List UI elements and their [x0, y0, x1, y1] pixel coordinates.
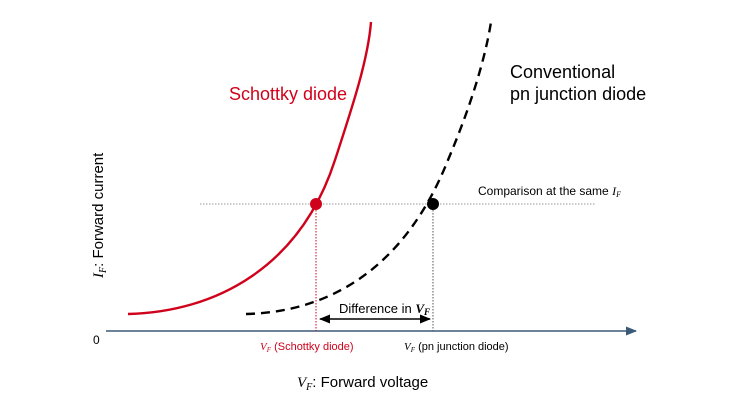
pn-junction-curve [245, 21, 493, 316]
difference-label: Difference in VF [339, 301, 430, 317]
x-axis-label: VF: Forward voltage [297, 374, 428, 393]
schottky-point [310, 198, 322, 210]
schottky-series-label: Schottky diode [229, 84, 347, 104]
schottky-curve [127, 21, 373, 316]
tick-label-pn: VF (pn junction diode) [404, 341, 509, 354]
pn-point [427, 198, 439, 210]
pn-series-label-line1: Conventional [510, 62, 615, 82]
origin-label: 0 [93, 333, 100, 347]
tick-label-schottky: VF (Schottky diode) [260, 341, 354, 354]
comparison-label: Comparison at the same IF [478, 184, 621, 199]
y-axis-label: IF: Forward current [90, 152, 109, 279]
pn-series-label-line2: pn junction diode [510, 84, 646, 104]
